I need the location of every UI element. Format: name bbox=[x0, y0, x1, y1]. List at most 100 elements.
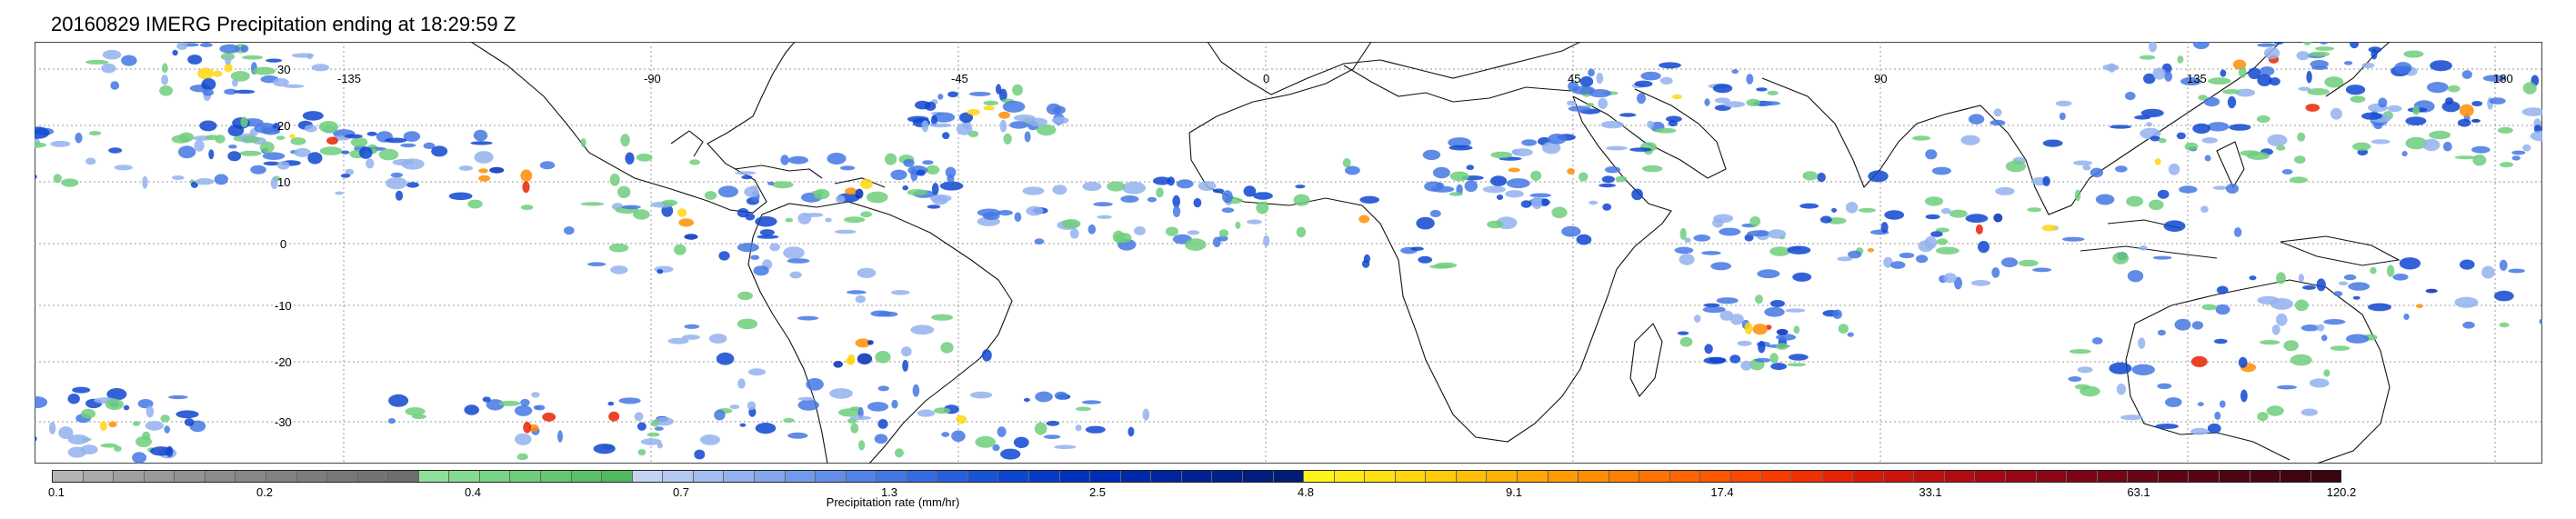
precip-cell bbox=[1619, 113, 1637, 117]
precip-cell bbox=[741, 175, 753, 180]
precip-cell bbox=[1837, 256, 1853, 262]
colorbar-segment bbox=[114, 471, 145, 482]
precip-cell bbox=[750, 255, 760, 260]
precip-cell bbox=[1679, 336, 1693, 347]
precip-cell bbox=[747, 368, 767, 376]
precip-cell bbox=[2198, 95, 2208, 101]
precip-cell bbox=[2300, 408, 2319, 416]
precip-cell bbox=[2302, 42, 2312, 45]
precip-cell bbox=[1081, 400, 1101, 404]
precip-cell bbox=[610, 265, 628, 274]
colorbar-segment bbox=[1242, 471, 1274, 482]
precip-cell bbox=[1014, 212, 1022, 223]
precip-cell bbox=[1009, 121, 1028, 129]
precip-cell bbox=[1940, 207, 1951, 215]
precip-cell bbox=[2454, 155, 2477, 160]
precip-cell bbox=[917, 409, 936, 417]
precip-cell bbox=[1222, 190, 1233, 204]
precip-cell bbox=[2361, 112, 2382, 120]
precip-cell bbox=[2316, 278, 2326, 292]
precip-cell bbox=[1757, 269, 1780, 279]
precip-cell bbox=[694, 449, 706, 460]
precip-cell bbox=[916, 169, 926, 176]
precip-cell bbox=[160, 414, 170, 423]
colorbar-segment bbox=[1120, 471, 1152, 482]
colorbar-segment bbox=[571, 471, 603, 482]
precip-cell bbox=[1666, 115, 1682, 123]
precip-cell bbox=[2302, 284, 2316, 290]
precip-cell bbox=[884, 153, 897, 165]
precip-cell bbox=[931, 183, 939, 195]
precip-cell bbox=[1153, 176, 1171, 185]
precip-cell bbox=[2032, 267, 2052, 273]
precip-cell bbox=[857, 267, 877, 278]
precip-cell bbox=[1107, 181, 1125, 192]
precip-cell bbox=[240, 116, 248, 127]
precip-cell bbox=[1713, 214, 1734, 224]
precip-cell bbox=[2190, 427, 2209, 435]
precip-cell bbox=[780, 155, 789, 165]
precip-cell bbox=[400, 143, 416, 148]
precip-cell bbox=[50, 140, 71, 147]
precip-cell bbox=[1918, 240, 1934, 253]
precip-cell bbox=[2192, 42, 2210, 50]
precip-cell bbox=[647, 432, 660, 437]
precip-cell bbox=[2412, 105, 2421, 115]
colorbar-tick-label: 33.1 bbox=[1919, 485, 1942, 499]
precip-cell bbox=[2378, 97, 2388, 108]
precip-cell bbox=[1142, 408, 1150, 421]
precip-cell bbox=[2371, 139, 2391, 145]
precip-cell bbox=[737, 291, 753, 301]
precip-cell bbox=[2168, 163, 2180, 175]
precip-cell bbox=[1221, 207, 1235, 214]
precip-cell bbox=[907, 115, 929, 123]
precip-cell bbox=[1418, 255, 1433, 264]
precip-cell bbox=[307, 152, 323, 165]
precip-cell bbox=[1027, 117, 1048, 126]
precip-cell bbox=[1589, 89, 1611, 98]
precip-cell bbox=[2192, 123, 2211, 135]
colorbar-segment bbox=[2006, 471, 2037, 482]
precip-cell bbox=[2140, 108, 2164, 117]
precip-cell bbox=[514, 404, 533, 416]
precip-cell bbox=[2072, 160, 2093, 166]
precip-cell bbox=[1693, 235, 1710, 242]
precip-cell bbox=[1768, 229, 1787, 239]
colorbar-segment bbox=[1669, 471, 1701, 482]
precip-cell bbox=[2220, 69, 2227, 77]
precip-cell bbox=[2371, 48, 2378, 60]
precip-cell bbox=[88, 131, 102, 136]
colorbar-tick-label: 120.2 bbox=[2326, 485, 2357, 499]
precip-cell bbox=[1641, 165, 1663, 173]
precip-cell bbox=[1655, 127, 1677, 134]
precip-cell bbox=[1358, 215, 1370, 224]
precip-cell bbox=[2352, 295, 2360, 300]
lat-label-10: 10 bbox=[277, 175, 291, 189]
precip-cell bbox=[1744, 322, 1753, 334]
precip-cell bbox=[1506, 178, 1530, 189]
precip-cell bbox=[1776, 334, 1797, 341]
precip-cell bbox=[2323, 369, 2330, 377]
precip-cell bbox=[941, 432, 950, 437]
precip-cell bbox=[1714, 97, 1730, 104]
precip-cell bbox=[2074, 189, 2081, 202]
precip-cell bbox=[2482, 75, 2507, 82]
colorbar-tick-label: 4.8 bbox=[1297, 485, 1315, 499]
precip-cell bbox=[2146, 122, 2152, 127]
precipitation-map[interactable]: 30 20 10 0 -10 -20 -30 -135 -90 -45 0 45… bbox=[35, 42, 2542, 464]
precip-cell bbox=[294, 147, 311, 157]
colorbar-segment bbox=[418, 471, 450, 482]
colorbar-segment bbox=[1792, 471, 1823, 482]
precip-cell bbox=[2190, 355, 2208, 367]
precip-cell bbox=[2281, 169, 2293, 175]
precip-cell bbox=[2472, 155, 2487, 166]
precip-cell bbox=[753, 265, 769, 276]
precip-cell bbox=[903, 158, 915, 167]
colorbar-segment bbox=[449, 471, 480, 482]
precip-cell bbox=[2126, 195, 2144, 207]
precip-cell bbox=[2276, 313, 2288, 326]
precip-cell bbox=[2000, 257, 2019, 268]
precip-cell bbox=[2403, 50, 2424, 58]
precip-cell bbox=[108, 421, 117, 428]
precip-cell bbox=[1000, 448, 1021, 460]
